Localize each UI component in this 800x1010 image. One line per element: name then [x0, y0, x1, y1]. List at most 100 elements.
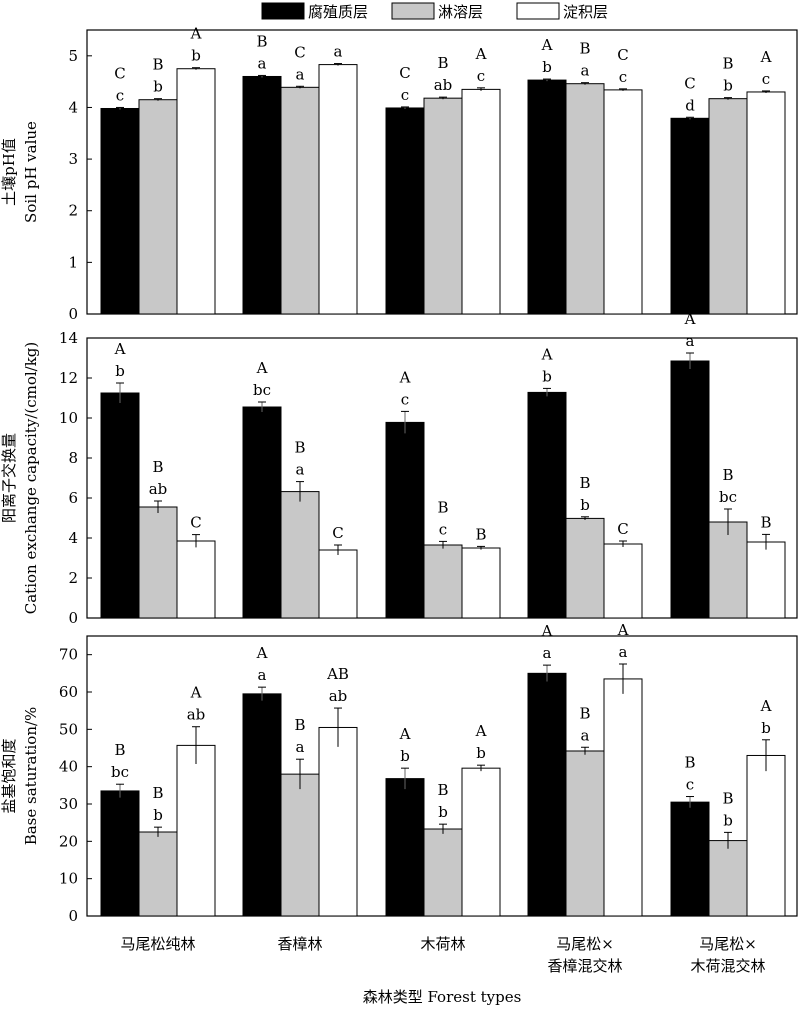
panel-1-sig-upper-s2-c1: B — [152, 56, 163, 74]
panel-1-ylabel-en: Soil pH value — [22, 121, 40, 223]
panel-1-bar-s1-c4 — [527, 79, 567, 315]
panel-3-bar-s3-c1 — [176, 744, 216, 917]
panel-1-sig-lower-s2-c5: b — [723, 77, 733, 95]
panel-3-ytick-label-1: 10 — [59, 870, 78, 888]
panel-3-sig-lower-s2-c5: b — [723, 811, 733, 829]
panel-1-bar-s2-c2 — [280, 86, 320, 315]
panel-1-sig-upper-s3-c4: C — [617, 46, 628, 64]
panel-3-ylabel-cn: 盐基饱和度 — [0, 738, 18, 813]
panel-3-bar-s2-c1 — [138, 831, 178, 917]
category-label-3-line-1: 木荷林 — [420, 935, 465, 953]
panel-2-sig-upper-s1-c2: A — [256, 359, 268, 377]
panel-3-ytick-label-3: 30 — [59, 795, 78, 813]
legend-swatch-2 — [391, 2, 435, 20]
panel-3-ytick-label-5: 50 — [59, 720, 78, 738]
panel-2-bar-s2-c1 — [138, 506, 178, 619]
panel-2-bar-s1-c5 — [670, 360, 710, 619]
panel-3-sig-upper-s1-c4: A — [541, 622, 553, 640]
panel-2-ytick-label-2: 4 — [68, 529, 78, 547]
panel-1-bar-s1-c1 — [100, 107, 140, 315]
panel-2-sig-lower-s1-c3: c — [401, 390, 409, 408]
panel-1-ytick-label-0: 0 — [68, 305, 78, 323]
panel-1-bar-s3-c5 — [746, 91, 786, 315]
panel-2-sig-upper-s2-c5: B — [722, 466, 733, 484]
panel-3-sig-lower-s3-c5: b — [761, 719, 771, 737]
panel-3-sig-lower-s3-c4: a — [619, 643, 628, 661]
legend-label-3: 淀积层 — [563, 3, 608, 21]
panel-2-ytick-label-5: 10 — [59, 409, 78, 427]
panel-1-sig-lower-s3-c2: a — [334, 43, 343, 61]
panel-1-bar-s3-c4 — [603, 89, 643, 315]
panel-3-sig-lower-s1-c1: bc — [111, 763, 129, 781]
panel-2-sig-upper-s2-c4: B — [579, 474, 590, 492]
panel-1-ylabel-cn: 土壤pH值 — [0, 138, 18, 206]
panel-1-sig-upper-s2-c4: B — [579, 40, 590, 58]
panel-2-ytick-label-7: 14 — [59, 329, 78, 347]
panel-2-sig-upper-s1-c5: A — [684, 310, 696, 328]
panel-2-sig-upper-s3-c5: B — [760, 513, 771, 531]
panel-1-sig-upper-s1-c1: C — [114, 64, 125, 82]
panel-2-sig-lower-s2-c1: ab — [149, 480, 168, 498]
panel-3-sig-upper-s3-c3: A — [475, 722, 487, 740]
panel-3-bar-s1-c2 — [242, 693, 282, 917]
panel-1-sig-lower-s1-c5: d — [685, 96, 695, 114]
panel-2-bar-s1-c1 — [100, 392, 140, 619]
panel-2-sig-lower-s1-c2: bc — [253, 381, 271, 399]
panel-1-sig-upper-s2-c5: B — [722, 55, 733, 73]
panel-2-bar-s2-c4 — [565, 517, 605, 619]
panel-1-bar-s2-c5 — [708, 98, 748, 315]
panel-3-sig-upper-s1-c2: A — [256, 644, 268, 662]
panel-2-ytick-label-3: 6 — [68, 489, 78, 507]
panel-1-bar-s1-c2 — [242, 75, 282, 315]
panel-2-ytick-label-4: 8 — [68, 449, 78, 467]
panel-1-bar-s2-c4 — [565, 83, 605, 315]
panel-2-bar-s1-c2 — [242, 406, 282, 619]
panel-1-sig-lower-s3-c1: b — [191, 47, 201, 65]
panel-2-sig-lower-s1-c1: b — [115, 362, 125, 380]
panel-2-sig-lower-s1-c5: a — [686, 332, 695, 350]
category-label-5-line-2: 木荷混交林 — [690, 957, 765, 975]
panel-3-sig-upper-s3-c2: AB — [326, 665, 349, 683]
panel-1-ytick-label-1: 1 — [68, 253, 78, 271]
panel-1-ytick-label-3: 3 — [68, 150, 78, 168]
panel-3-sig-upper-s2-c1: B — [152, 784, 163, 802]
panel-1-sig-upper-s2-c3: B — [437, 54, 448, 72]
panel-3-bar-s1-c5 — [670, 801, 710, 917]
panel-2-sig-upper-s2-c1: B — [152, 458, 163, 476]
panel-2-bar-s1-c4 — [527, 391, 567, 619]
panel-2-bar-s3-c2 — [318, 549, 358, 619]
category-label-1-line-1: 马尾松纯林 — [120, 935, 195, 953]
panel-3-sig-upper-s3-c4: A — [617, 621, 629, 639]
panel-1-sig-upper-s1-c4: A — [541, 36, 553, 54]
panel-2-sig-upper-s2-c3: B — [437, 498, 448, 516]
panel-2-sig-upper-s3-c3: B — [475, 525, 486, 543]
x-axis-title: 森林类型 Forest types — [363, 988, 522, 1006]
panel-2-ylabel-en: Cation exchange capacity/(cmol/kg) — [22, 342, 40, 615]
category-label-2-line-1: 香樟林 — [277, 935, 322, 953]
panel-3-sig-lower-s1-c4: a — [543, 644, 552, 662]
legend-label-2: 淋溶层 — [438, 3, 483, 21]
panel-1-sig-lower-s2-c4: a — [581, 62, 590, 80]
category-label-4-line-1: 马尾松× — [556, 935, 614, 953]
panel-2-sig-lower-s2-c4: b — [580, 496, 590, 514]
panel-3-bar-s2-c5 — [708, 840, 748, 917]
panel-1-sig-upper-s2-c2: C — [294, 43, 305, 61]
panel-1-ytick-label-2: 2 — [68, 202, 78, 220]
panel-1-sig-lower-s1-c1: c — [116, 86, 124, 104]
panel-1-sig-upper-s3-c5: A — [760, 48, 772, 66]
panel-1-bar-s1-c3 — [385, 107, 425, 315]
panel-2-sig-upper-s1-c1: A — [114, 340, 126, 358]
panel-2-ytick-label-6: 12 — [59, 369, 78, 387]
panel-3-sig-upper-s1-c5: B — [684, 754, 695, 772]
panel-3-sig-upper-s2-c5: B — [722, 789, 733, 807]
panel-3-sig-lower-s1-c5: c — [686, 776, 694, 794]
panel-1-sig-upper-s1-c5: C — [684, 74, 695, 92]
panel-2-sig-upper-s1-c3: A — [399, 368, 411, 386]
panel-3-sig-lower-s1-c2: a — [258, 666, 267, 684]
legend-label-1: 腐殖质层 — [308, 3, 368, 21]
panel-3-bar-s1-c3 — [385, 778, 425, 917]
panel-1-sig-upper-s1-c2: B — [256, 32, 267, 50]
panel-1-sig-lower-s3-c5: c — [762, 70, 770, 88]
panel-1-bar-s2-c1 — [138, 99, 178, 315]
panel-3-ytick-label-2: 20 — [59, 832, 78, 850]
